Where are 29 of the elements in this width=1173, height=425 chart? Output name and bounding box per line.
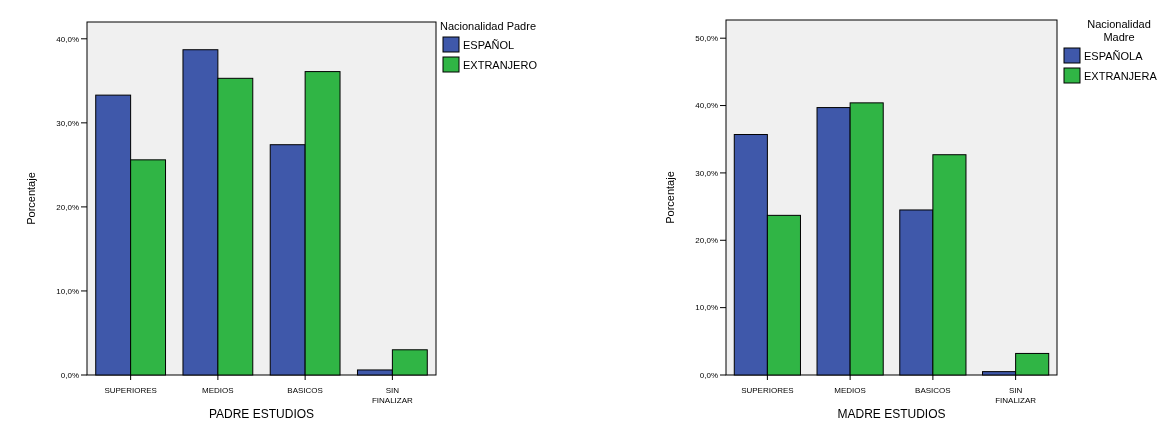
legend-label: EXTRANJERA <box>1084 69 1158 82</box>
y-tick-label: 10,0% <box>695 303 718 313</box>
y-tick-label: 20,0% <box>695 236 718 246</box>
y-axis-title: Porcentaje <box>25 172 37 225</box>
x-tick-label: SIN FINALIZAR <box>371 386 414 405</box>
y-tick-label: 0,0% <box>699 370 718 380</box>
legend-title: Nacionalidad Madre <box>1087 18 1151 43</box>
y-tick-label: 40,0% <box>695 101 718 111</box>
y-tick-label: 10,0% <box>56 286 79 296</box>
x-axis-title: PADRE ESTUDIOS <box>208 407 315 421</box>
x-tick-label: MEDIOS <box>202 386 234 395</box>
y-tick-label: 30,0% <box>56 118 79 128</box>
y-tick-label: 50,0% <box>695 33 718 43</box>
y-axis-title: Porcentaje <box>664 171 676 224</box>
y-tick-label: 30,0% <box>695 168 718 178</box>
x-tick-label: MEDIOS <box>834 386 866 395</box>
y-tick-label: 20,0% <box>56 202 79 212</box>
legend-label: ESPAÑOLA <box>1084 49 1144 62</box>
x-axis-title: MADRE ESTUDIOS <box>837 407 946 421</box>
x-tick-label: SUPERIORES <box>741 386 794 395</box>
legend-title: Nacionalidad Padre <box>440 20 537 32</box>
x-tick-label: BASICOS <box>287 386 323 395</box>
legend-label: ESPAÑOL <box>463 38 515 51</box>
legend-label: EXTRANJERO <box>463 58 538 71</box>
x-tick-label: BASICOS <box>915 386 951 395</box>
x-tick-label: SIN FINALIZAR <box>995 386 1037 405</box>
y-tick-label: 0,0% <box>60 370 79 380</box>
y-tick-label: 40,0% <box>56 34 79 44</box>
x-tick-label: SUPERIORES <box>104 386 157 395</box>
